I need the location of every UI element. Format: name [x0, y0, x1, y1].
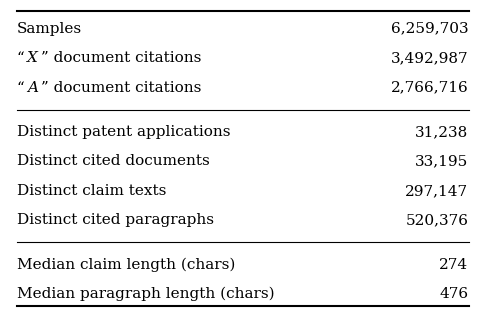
Text: 2,766,716: 2,766,716: [391, 81, 469, 95]
Text: 33,195: 33,195: [415, 155, 469, 168]
Text: Median paragraph length (chars): Median paragraph length (chars): [17, 287, 274, 301]
Text: 6,259,703: 6,259,703: [391, 22, 469, 36]
Text: Distinct claim texts: Distinct claim texts: [17, 184, 166, 198]
Text: 297,147: 297,147: [405, 184, 469, 198]
Text: A: A: [27, 81, 38, 95]
Text: Samples: Samples: [17, 22, 82, 36]
Text: Distinct cited documents: Distinct cited documents: [17, 155, 210, 168]
Text: “: “: [17, 51, 25, 65]
Text: Distinct cited paragraphs: Distinct cited paragraphs: [17, 213, 214, 228]
Text: 520,376: 520,376: [405, 213, 469, 228]
Text: 476: 476: [440, 287, 469, 301]
Text: 274: 274: [440, 258, 469, 272]
Text: ” document citations: ” document citations: [41, 51, 201, 65]
Text: Distinct patent applications: Distinct patent applications: [17, 125, 230, 139]
Text: 3,492,987: 3,492,987: [391, 51, 469, 65]
Text: ” document citations: ” document citations: [41, 81, 201, 95]
Text: Median claim length (chars): Median claim length (chars): [17, 258, 235, 272]
Text: “: “: [17, 81, 25, 95]
Text: X: X: [27, 51, 38, 65]
Text: 31,238: 31,238: [415, 125, 469, 139]
